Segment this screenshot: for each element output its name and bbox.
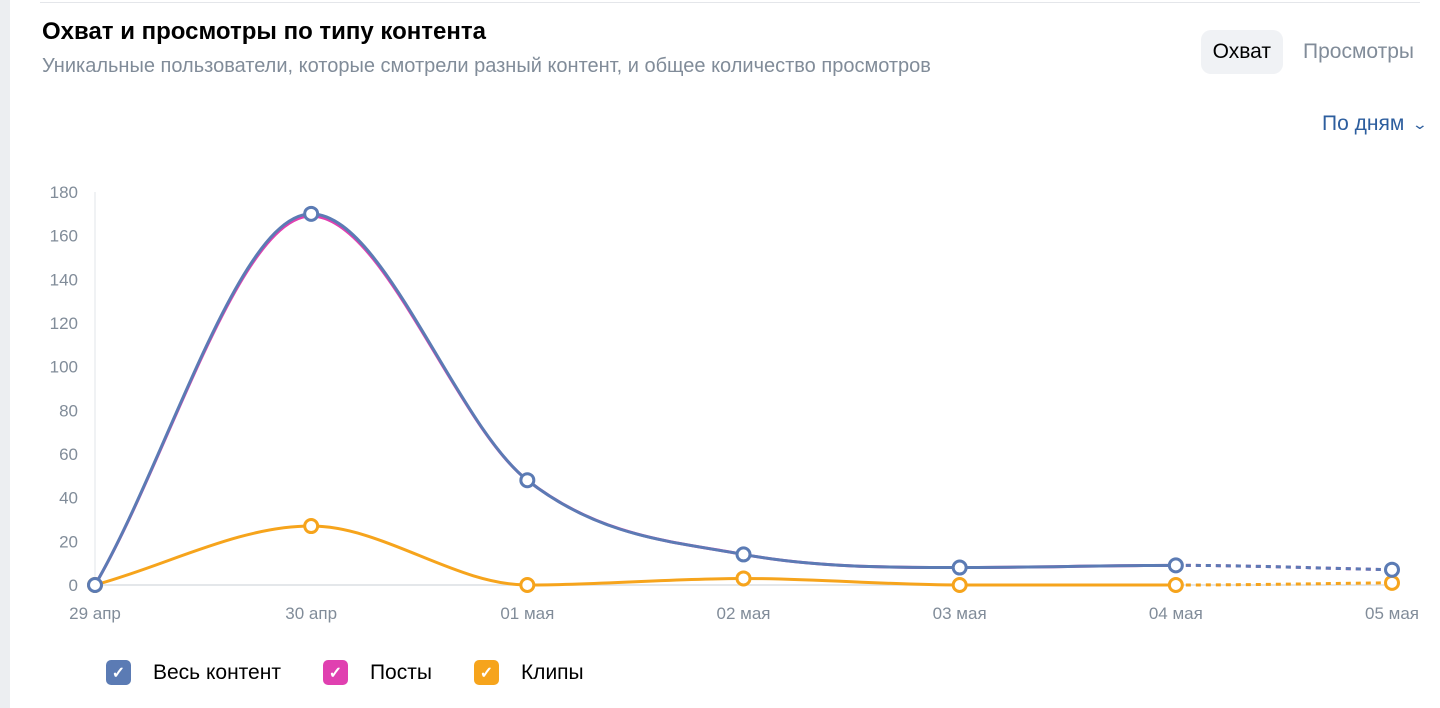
legend-label: Клипы xyxy=(520,660,584,684)
data-point xyxy=(519,577,536,593)
checkbox-checked-icon[interactable]: ✓ xyxy=(106,660,131,685)
data-point xyxy=(951,577,968,593)
y-tick-label: 20 xyxy=(59,532,78,551)
data-point xyxy=(1384,561,1400,578)
metric-tabs: Охват Просмотры xyxy=(1200,30,1426,74)
data-point xyxy=(1167,577,1184,593)
y-tick-label: 120 xyxy=(50,314,78,333)
chevron-down-icon: ⌄ xyxy=(1411,115,1429,132)
x-tick-label: 01 мая xyxy=(500,604,554,623)
y-tick-label: 100 xyxy=(50,358,78,377)
data-point xyxy=(951,559,968,576)
period-label: По дням xyxy=(1321,112,1405,135)
x-tick-label: 29 апр xyxy=(69,604,121,623)
legend-label: Посты xyxy=(369,660,432,684)
y-tick-label: 140 xyxy=(50,270,78,289)
y-tick-label: 180 xyxy=(50,183,78,202)
y-tick-label: 60 xyxy=(59,445,78,464)
series-line-forecast xyxy=(1175,563,1393,572)
x-tick-label: 04 мая xyxy=(1149,604,1203,623)
legend-item-all[interactable]: ✓ Весь контент xyxy=(106,660,281,685)
chart-subtitle: Уникальные пользователи, которые смотрел… xyxy=(42,55,931,77)
data-point xyxy=(519,472,536,489)
x-tick-label: 02 мая xyxy=(717,604,771,623)
data-point xyxy=(303,205,320,222)
divider xyxy=(40,2,1420,3)
data-point xyxy=(735,570,752,587)
y-tick-label: 40 xyxy=(59,489,78,508)
y-tick-label: 0 xyxy=(69,576,78,595)
data-point xyxy=(735,546,752,563)
data-point xyxy=(303,518,320,535)
legend: ✓ Весь контент ✓ Посты ✓ Клипы xyxy=(106,660,584,685)
y-tick-label: 80 xyxy=(59,401,78,420)
x-tick-label: 03 мая xyxy=(933,604,987,623)
x-tick-label: 05 мая xyxy=(1365,604,1419,623)
legend-item-clips[interactable]: ✓ Клипы xyxy=(473,660,584,685)
y-tick-label: 160 xyxy=(50,227,78,246)
checkbox-checked-icon[interactable]: ✓ xyxy=(473,660,499,685)
x-tick-label: 30 апр xyxy=(285,604,337,623)
series-line xyxy=(93,212,1176,586)
data-point xyxy=(1384,574,1400,591)
data-point xyxy=(1167,557,1184,574)
legend-label: Весь контент xyxy=(153,660,281,684)
series-line xyxy=(93,214,1176,586)
chart-title: Охват и просмотры по типу контента xyxy=(42,18,486,45)
period-dropdown[interactable]: По дням ⌄ xyxy=(1321,112,1429,136)
series-line xyxy=(94,524,1176,587)
tab-reach[interactable]: Охват xyxy=(1200,30,1283,74)
tab-views[interactable]: Просмотры xyxy=(1303,40,1414,63)
legend-item-posts[interactable]: ✓ Посты xyxy=(322,660,432,685)
data-point xyxy=(87,577,103,593)
left-strip xyxy=(0,0,10,708)
checkbox-checked-icon[interactable]: ✓ xyxy=(322,660,348,685)
